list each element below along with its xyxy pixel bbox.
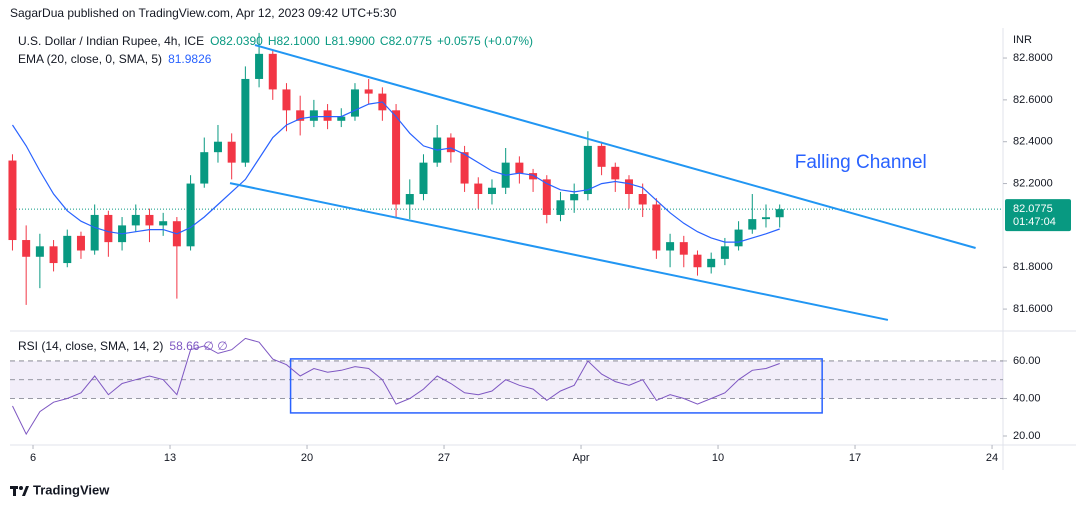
candle-body [145, 214, 154, 226]
y-tick-label: 82.8000 [1013, 52, 1053, 64]
candle-body [296, 110, 305, 121]
candle-body [213, 141, 222, 153]
ohlc-value: O82.0390 [210, 34, 263, 48]
y-axis-label: INR [1013, 34, 1032, 46]
candle-body [76, 235, 85, 251]
y-tick-label: 40.00 [1013, 392, 1041, 404]
channel-line [254, 44, 976, 249]
candle-body [693, 254, 702, 268]
candle-body [104, 214, 113, 243]
x-tick-label: 13 [164, 452, 176, 464]
candle-body [611, 166, 620, 180]
rsi-line [12, 337, 780, 436]
countdown: 01:47:04 [1013, 216, 1056, 228]
rsi-box [289, 358, 823, 414]
y-tick-label: 60.00 [1013, 355, 1041, 367]
candle-body [529, 173, 538, 180]
x-tick-label: 17 [849, 452, 861, 464]
candle-body [309, 110, 318, 121]
candle-body [268, 53, 277, 90]
x-tick-label: 27 [438, 452, 450, 464]
candle-body [49, 246, 58, 264]
channel-line [229, 182, 889, 321]
candle-body [487, 187, 496, 195]
y-tick-label: 82.4000 [1013, 136, 1053, 148]
candle-body [337, 116, 346, 121]
rsi-extra: ∅ ∅ [203, 339, 227, 353]
ema-name: EMA (20, close, 0, SMA, 5) [18, 52, 162, 66]
candle-body [63, 235, 72, 264]
legend: U.S. Dollar / Indian Rupee, 4h, ICE O82.0… [18, 34, 533, 48]
ohlc-value: H82.1000 [268, 34, 320, 48]
ema-value: 81.9826 [168, 52, 212, 66]
candle-body [419, 162, 428, 195]
y-tick-label: 82.2000 [1013, 177, 1053, 189]
candle-body [666, 242, 675, 251]
y-tick-label: 81.6000 [1013, 303, 1053, 315]
candle-body [624, 179, 633, 195]
candle-body [542, 179, 551, 215]
candle-body [570, 194, 579, 201]
candle-body [200, 152, 209, 184]
rsi-value: 58.66 [169, 339, 199, 353]
y-tick-label: 81.8000 [1013, 261, 1053, 273]
candle-body [707, 258, 716, 268]
candle-body [720, 246, 729, 259]
candle-body [22, 240, 31, 257]
candle-body [8, 160, 17, 241]
candle-body [227, 141, 236, 163]
candle-body [460, 152, 469, 184]
ohlc-value: +0.0575 (+0.07%) [437, 34, 533, 48]
x-tick-label: 20 [301, 452, 313, 464]
publisher: SagarDua published on TradingView.com, A… [10, 6, 397, 20]
candle-body [474, 183, 483, 195]
candle-body [748, 219, 757, 230]
rsi-legend: RSI (14, close, SMA, 14, 2) 58.66 ∅ ∅ [18, 339, 228, 353]
candle-body [323, 110, 332, 121]
ema-legend: EMA (20, close, 0, SMA, 5) 81.9826 [18, 52, 212, 66]
candle-body [282, 89, 291, 111]
candle-body [775, 209, 784, 218]
candle-body [350, 89, 359, 117]
y-tick-label: 20.00 [1013, 430, 1041, 442]
candle-body [652, 204, 661, 251]
candle-body [556, 200, 565, 215]
tv-logo [10, 486, 29, 496]
candle-body [35, 246, 44, 257]
candle-body [583, 145, 592, 195]
candle-body [186, 183, 195, 247]
candle-body [364, 89, 373, 94]
candle-body [159, 221, 168, 226]
x-tick-label: 10 [712, 452, 724, 464]
ohlc-value: C82.0775 [380, 34, 432, 48]
candle-body [405, 194, 414, 205]
candle-body [90, 214, 99, 251]
candle-body [638, 194, 647, 205]
x-tick-label: 24 [986, 452, 998, 464]
annotation: Falling Channel [795, 152, 927, 173]
candle-body [597, 145, 606, 167]
candle-body [241, 78, 250, 163]
x-tick-label: Apr [572, 452, 589, 464]
last-price-label: 82.0775 [1013, 203, 1053, 215]
y-tick-label: 82.6000 [1013, 94, 1053, 106]
x-tick-label: 6 [30, 452, 36, 464]
rsi-title: RSI (14, close, SMA, 14, 2) [18, 339, 163, 353]
ohlc-value: L81.9900 [325, 34, 375, 48]
footer: TradingView [33, 482, 110, 497]
candle-body [515, 162, 524, 174]
last-price-box [1005, 199, 1071, 232]
candle-body [734, 229, 743, 247]
candle-body [255, 53, 264, 79]
symbol-title: U.S. Dollar / Indian Rupee, 4h, ICE [18, 34, 204, 48]
candle-body [392, 110, 401, 205]
candle-body [761, 217, 770, 220]
candle-body [131, 214, 140, 226]
candle-body [446, 137, 455, 153]
candle-body [679, 242, 688, 255]
ema-line [11, 101, 780, 243]
